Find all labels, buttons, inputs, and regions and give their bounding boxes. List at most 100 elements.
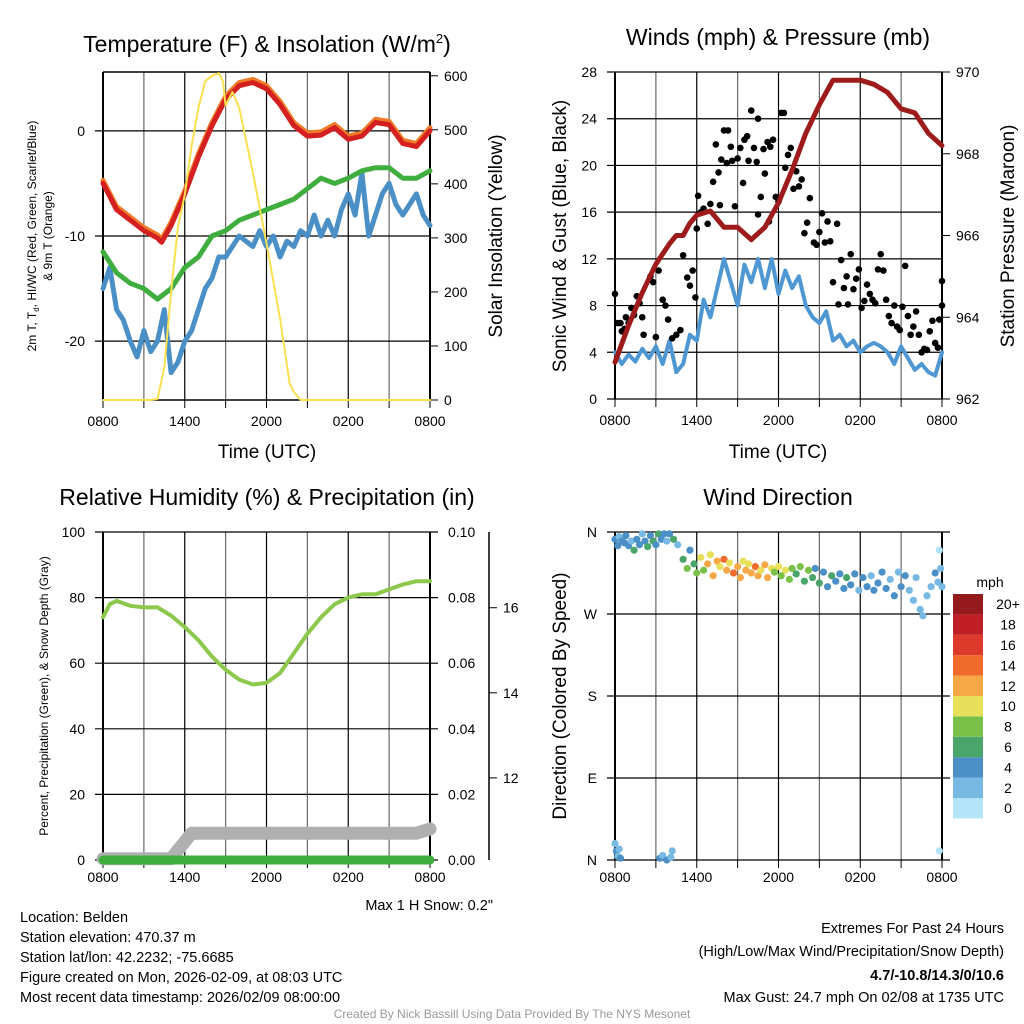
wind-direction-point — [927, 583, 935, 591]
wind-direction-point — [923, 592, 931, 600]
gust-point — [769, 136, 777, 144]
wind-direction-point — [644, 542, 652, 551]
x-tick-label: 1400 — [169, 413, 200, 429]
gust-point — [850, 285, 857, 293]
wind-direction-point — [828, 572, 836, 580]
wind-direction-point — [739, 557, 747, 565]
wind-direction-point — [770, 568, 779, 576]
gust-point — [877, 250, 884, 258]
pressure-line — [612, 77, 945, 365]
humidity-title: Relative Humidity (%) & Precipitation (i… — [59, 484, 474, 510]
x-tick-label: 0800 — [599, 412, 630, 428]
temperature-ylabel: 2m T, Td, HI/WC (Red, Green, Scarlet/Blu… — [25, 121, 41, 352]
direction-tick-label: N — [587, 524, 597, 540]
gust-point — [821, 239, 829, 246]
x-tick-label: 0800 — [414, 413, 445, 429]
wind-direction-point — [832, 577, 840, 585]
gust-point — [692, 294, 699, 301]
wind-direction-point — [655, 530, 663, 538]
dewpoint-line — [100, 165, 433, 302]
legend-swatch — [953, 716, 983, 737]
wind-direction-point — [630, 546, 638, 554]
wind-direction-point — [815, 579, 823, 587]
gust-point — [790, 185, 797, 193]
wind-direction-point — [919, 612, 927, 620]
wind-direction-point — [851, 570, 859, 578]
wind-direction-point — [859, 573, 867, 582]
y2-tick-label: 0.02 — [448, 786, 475, 802]
wind-direction-point — [901, 572, 909, 580]
legend-swatch — [953, 736, 983, 758]
wind-direction-point — [657, 535, 665, 543]
gust-point — [664, 316, 672, 323]
gust-point — [640, 331, 647, 339]
gust-point — [617, 319, 624, 327]
wind-direction-point — [792, 570, 800, 578]
gust-point — [707, 200, 714, 208]
legend-swatch — [953, 798, 983, 819]
wind-direction-point — [641, 537, 649, 545]
temperature-title: Temperature (F) & Insolation (W/m2) — [83, 31, 451, 57]
legend-label: 0 — [1004, 800, 1012, 816]
x-tick-label: 0800 — [87, 413, 118, 429]
elevation-text: Station elevation: 470.37 m — [20, 930, 196, 946]
y2-tick-label: 500 — [444, 122, 468, 138]
legend-label: 8 — [1004, 719, 1012, 735]
station-info: Location: Belden Station elevation: 470.… — [20, 910, 342, 1006]
wind-direction-point — [781, 566, 789, 574]
direction-tick-label: W — [584, 606, 598, 622]
legend-label: 14 — [1000, 657, 1016, 673]
created-text: Figure created on Mon, 2026-02-09, at 08… — [20, 970, 342, 986]
gust-point — [754, 115, 762, 123]
temperature-line — [100, 80, 433, 245]
extremes-title: Extremes For Past 24 Hours — [821, 921, 1004, 937]
wind-direction-point — [855, 586, 863, 594]
wind-direction-point — [729, 569, 738, 577]
y-tick-label: 24 — [581, 111, 597, 127]
y2-tick-label: 962 — [956, 391, 980, 407]
gust-point — [938, 302, 946, 309]
wind-direction-point — [938, 583, 946, 591]
winds-panel: Winds (mph) & Pressure (mb) Time (UTC) S… — [550, 24, 1019, 463]
x-tick-label: 2000 — [251, 869, 282, 885]
x-tick-label: 1400 — [169, 869, 200, 885]
wind-direction-point — [811, 564, 819, 573]
x-tick-label: 0800 — [926, 869, 957, 885]
gust-point — [861, 297, 868, 305]
wind-direction-point — [706, 551, 714, 559]
extremes-subtitle: (High/Low/Max Wind/Precipitation/Snow De… — [699, 944, 1004, 960]
gust-point — [693, 225, 701, 232]
gust-point — [709, 178, 717, 186]
snow-tick-label: 16 — [503, 600, 519, 616]
sonic-wind-line — [613, 256, 944, 378]
y2-tick-label: 0 — [444, 392, 452, 408]
gust-point — [747, 107, 755, 114]
gust-point — [824, 218, 831, 225]
gust-point — [662, 302, 669, 309]
wind-direction-point — [669, 535, 678, 543]
x-tick-label: 0800 — [87, 869, 118, 885]
wind-direction-point — [667, 853, 675, 861]
gust-point — [818, 210, 826, 217]
gust-point — [611, 290, 619, 298]
wind-direction-point — [665, 530, 674, 538]
gust-point — [731, 203, 739, 210]
x-tick-label: 0800 — [599, 869, 630, 885]
x-tick-label: 0800 — [414, 869, 445, 885]
x-tick-label: 1400 — [681, 869, 712, 885]
wind-direction-point — [823, 583, 832, 591]
wind-direction-point — [652, 541, 660, 549]
wind-direction-point — [894, 568, 903, 576]
gust-point — [803, 219, 811, 226]
wind-direction-point — [774, 563, 783, 571]
y-tick-label: 20 — [581, 157, 597, 173]
y-tick-label: 60 — [69, 655, 85, 671]
wind-direction-point — [878, 568, 886, 576]
x-tick-label: 0200 — [845, 412, 876, 428]
gust-point — [891, 302, 898, 309]
gust-point — [649, 278, 657, 286]
humidity-panel: Relative Humidity (%) & Precipitation (i… — [37, 484, 493, 914]
y2-tick-label: 600 — [444, 68, 468, 84]
